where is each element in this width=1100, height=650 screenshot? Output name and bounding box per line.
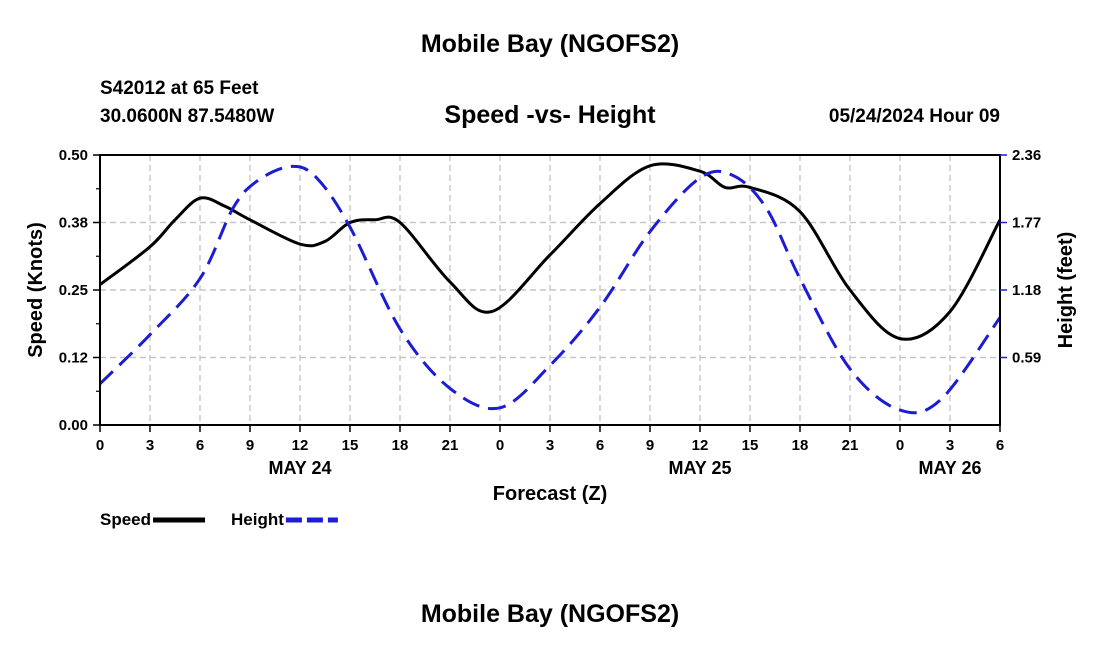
y-left-axis-label: Speed (Knots): [25, 222, 47, 358]
x-tick-label: 12: [292, 437, 309, 454]
x-tick-label: 18: [392, 437, 409, 454]
x-tick-label: 3: [546, 437, 554, 454]
y-left-tick-label: 0.38: [59, 215, 88, 232]
legend-label-speed: Speed: [100, 510, 151, 529]
y-right-tick-label: 1.77: [1012, 215, 1041, 232]
x-tick-label: 15: [742, 437, 759, 454]
footer-title: Mobile Bay (NGOFS2): [420, 600, 680, 628]
series-lines: [98, 162, 1002, 415]
series-line-height: [98, 164, 1002, 415]
x-tick-label: 6: [196, 437, 204, 454]
x-tick-label: 3: [146, 437, 154, 454]
station-label: S42012 at 65 Feet: [100, 78, 259, 99]
x-tick-label: 3: [946, 437, 954, 454]
x-tick-label: 18: [792, 437, 809, 454]
x-tick-label: 0: [896, 437, 904, 454]
x-tick-label: 12: [692, 437, 709, 454]
coordinates-label: 30.0600N 87.5480W: [100, 106, 275, 127]
y-right-tick-label: 0.59: [1012, 350, 1041, 367]
y-right-tick-label: 1.18: [1012, 282, 1041, 299]
x-date-label: MAY 25: [668, 458, 731, 478]
legend-label-height: Height: [231, 510, 284, 529]
y-left-tick-label: 0.25: [59, 282, 88, 299]
x-tick-label: 21: [842, 437, 859, 454]
x-date-label: MAY 26: [918, 458, 981, 478]
x-tick-label: 9: [646, 437, 654, 454]
y-left-tick-label: 0.00: [59, 417, 88, 434]
x-date-label: MAY 24: [268, 458, 331, 478]
series-line-speed: [99, 162, 1002, 341]
x-tick-label: 6: [996, 437, 1004, 454]
x-tick-label: 21: [442, 437, 459, 454]
x-tick-label: 0: [496, 437, 504, 454]
y-right-tick-label: 2.36: [1012, 147, 1041, 164]
x-tick-label: 0: [96, 437, 104, 454]
legend: Speed Height: [100, 510, 338, 529]
chart-title: Mobile Bay (NGOFS2): [420, 30, 680, 58]
forecast-datetime: 05/24/2024 Hour 09: [828, 106, 1000, 127]
x-tick-label: 6: [596, 437, 604, 454]
x-tick-label: 9: [246, 437, 254, 454]
x-tick-label: 15: [342, 437, 359, 454]
x-axis-label: Forecast (Z): [493, 483, 607, 505]
y-left-tick-label: 0.50: [59, 147, 88, 164]
chart-subtitle: Speed -vs- Height: [444, 101, 656, 129]
y-left-tick-label: 0.12: [59, 350, 88, 367]
axes: 0 3 6 9 12 15 18 21 0 3 6 9 12 15 18 21 0 3 6 MAY 24 MAY 25 M…: [25, 147, 1077, 505]
y-right-axis-label: Height (feet): [1055, 232, 1077, 349]
